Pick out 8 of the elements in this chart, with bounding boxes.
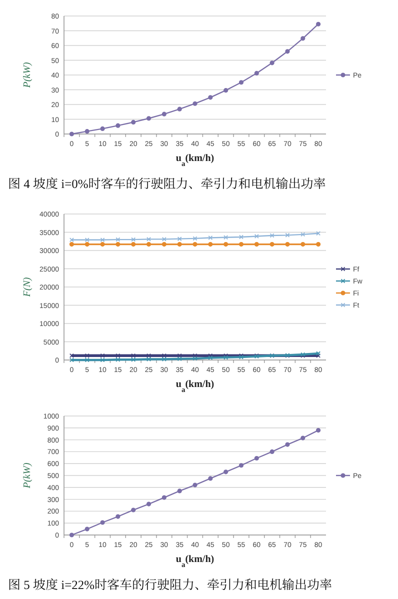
y-axis-title: P(kW): [22, 462, 33, 490]
x-axis-title: u$_{a}$(km/h): [176, 554, 214, 568]
x-axis-title: u$_{a}$(km/h): [176, 153, 214, 168]
y-axis-title: F(N): [22, 276, 33, 298]
caption: 图 5 坡度 i=22%时客车的行驶阻力、牵引力和电机输出功率: [8, 578, 333, 592]
x-axis-title: u$_{a}$(km/h): [176, 379, 214, 394]
caption: 图 4 坡度 i=0%时客车的行驶阻力、牵引力和电机输出功率: [8, 177, 326, 191]
y-axis-title: P(kW): [22, 62, 33, 89]
